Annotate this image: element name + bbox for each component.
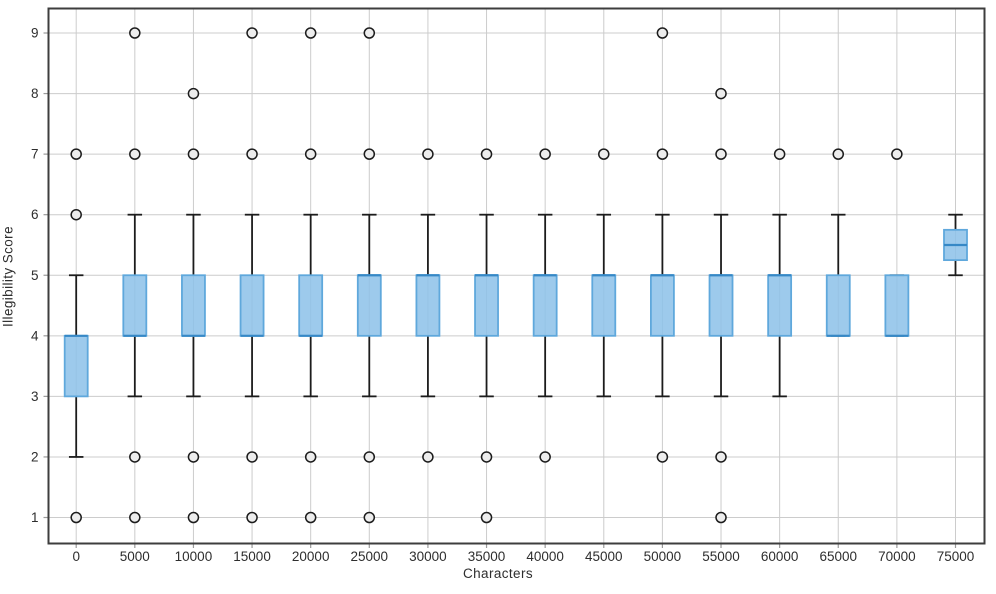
outlier-point bbox=[715, 451, 727, 463]
y-tick-label: 2 bbox=[31, 449, 39, 464]
box bbox=[181, 274, 206, 337]
outlier-point bbox=[363, 511, 376, 524]
y-tick-label: 3 bbox=[31, 389, 39, 404]
outlier-point bbox=[715, 511, 727, 524]
outlier-point bbox=[129, 511, 141, 524]
x-tick-label: 5000 bbox=[120, 549, 150, 564]
box bbox=[239, 274, 265, 337]
box bbox=[298, 274, 324, 337]
outlier-point bbox=[304, 511, 317, 524]
outlier-point bbox=[129, 148, 141, 160]
outlier-point bbox=[715, 148, 727, 160]
outlier-point bbox=[598, 148, 610, 160]
x-tick-label: 70000 bbox=[878, 549, 916, 564]
box bbox=[884, 274, 910, 337]
outlier-point bbox=[539, 148, 551, 160]
outlier-point bbox=[304, 148, 317, 160]
outlier-point bbox=[363, 27, 376, 39]
x-tick-label: 65000 bbox=[819, 549, 857, 564]
box bbox=[415, 274, 441, 337]
outlier-point bbox=[891, 148, 903, 160]
box bbox=[63, 334, 89, 398]
box bbox=[650, 274, 675, 337]
outlier-point bbox=[773, 148, 786, 160]
x-tick-label: 45000 bbox=[585, 549, 623, 564]
box bbox=[356, 274, 382, 337]
outlier-point bbox=[70, 208, 82, 221]
outlier-point bbox=[246, 148, 258, 160]
x-tick-label: 15000 bbox=[233, 549, 271, 564]
x-tick-label: 40000 bbox=[526, 549, 564, 564]
x-tick-label: 55000 bbox=[702, 549, 740, 564]
x-tick-label: 10000 bbox=[175, 549, 213, 564]
y-tick-label: 8 bbox=[31, 86, 39, 101]
y-tick-label: 7 bbox=[31, 147, 39, 162]
plot-border bbox=[47, 7, 986, 545]
outlier-point bbox=[832, 148, 845, 160]
y-tick-label: 9 bbox=[31, 26, 39, 41]
x-tick-label: 20000 bbox=[292, 549, 330, 564]
x-tick-label: 0 bbox=[72, 549, 80, 564]
x-tick-label: 75000 bbox=[937, 549, 975, 564]
outlier-point bbox=[480, 148, 493, 160]
outlier-point bbox=[656, 27, 669, 39]
y-tick-label: 6 bbox=[31, 207, 39, 222]
outlier-point bbox=[656, 451, 669, 463]
x-tick-label: 30000 bbox=[409, 549, 447, 564]
x-tick-label: 35000 bbox=[468, 549, 506, 564]
x-tick-label: 25000 bbox=[351, 549, 389, 564]
outlier-point bbox=[246, 451, 258, 463]
y-axis-title: Illegibility Score bbox=[0, 226, 16, 327]
x-tick-label: 60000 bbox=[761, 549, 799, 564]
outlier-point bbox=[129, 27, 141, 39]
box bbox=[122, 274, 148, 337]
outlier-point bbox=[304, 27, 317, 39]
outlier-point bbox=[656, 148, 669, 160]
x-axis-title: Characters bbox=[462, 566, 534, 581]
box bbox=[474, 274, 499, 337]
outlier-point bbox=[246, 27, 258, 39]
y-tick-label: 5 bbox=[31, 268, 39, 283]
outlier-point bbox=[246, 511, 258, 524]
box bbox=[767, 274, 793, 337]
outlier-point bbox=[187, 451, 200, 463]
outlier-point bbox=[187, 511, 200, 524]
box bbox=[591, 274, 617, 337]
box bbox=[825, 274, 851, 337]
y-tick-label: 1 bbox=[31, 510, 39, 525]
outlier-point bbox=[304, 451, 317, 463]
outlier-point bbox=[70, 148, 82, 160]
outlier-point bbox=[129, 451, 141, 463]
outlier-point bbox=[187, 148, 200, 160]
outlier-point bbox=[422, 148, 434, 160]
outlier-point bbox=[363, 148, 376, 160]
outlier-point bbox=[715, 87, 727, 100]
outlier-point bbox=[422, 451, 434, 463]
outlier-point bbox=[480, 511, 493, 524]
box bbox=[708, 274, 734, 337]
outlier-point bbox=[363, 451, 376, 463]
y-tick-label: 4 bbox=[31, 328, 39, 343]
outlier-point bbox=[480, 451, 493, 463]
x-tick-label: 50000 bbox=[644, 549, 682, 564]
box bbox=[532, 274, 558, 337]
outlier-point bbox=[70, 511, 82, 524]
outlier-point bbox=[539, 451, 551, 463]
outlier-point bbox=[187, 87, 200, 100]
